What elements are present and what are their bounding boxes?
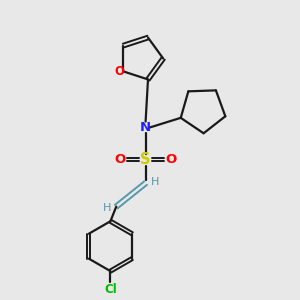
Text: H: H [103, 203, 111, 213]
Text: N: N [140, 121, 151, 134]
Text: O: O [114, 65, 124, 78]
Text: O: O [115, 153, 126, 166]
Text: Cl: Cl [104, 283, 117, 296]
Text: H: H [151, 177, 159, 187]
Text: O: O [166, 153, 177, 166]
Text: S: S [140, 152, 151, 167]
